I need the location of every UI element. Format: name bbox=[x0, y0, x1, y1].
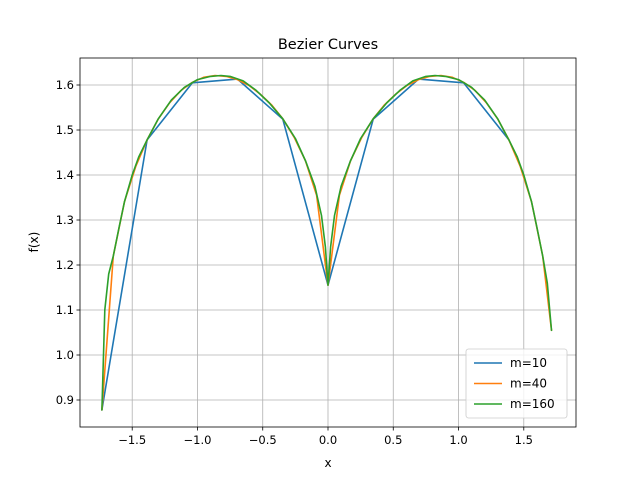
x-axis-label: x bbox=[324, 456, 331, 470]
grid bbox=[80, 58, 576, 427]
series-lines bbox=[101, 74, 553, 411]
x-tick-label: −0.5 bbox=[249, 433, 277, 447]
y-tick-label: 1.2 bbox=[56, 258, 74, 272]
y-tick-label: 1.1 bbox=[56, 303, 74, 317]
x-tick-label: 0.0 bbox=[319, 433, 337, 447]
legend-label: m=40 bbox=[510, 377, 547, 391]
x-tick-label: −1.5 bbox=[118, 433, 146, 447]
y-tick-label: 1.5 bbox=[56, 123, 74, 137]
x-tick-label: 1.5 bbox=[515, 433, 533, 447]
x-tick-label: 1.0 bbox=[449, 433, 467, 447]
legend: m=10 m=40 m=160 bbox=[465, 348, 568, 419]
legend-label: m=160 bbox=[510, 397, 555, 411]
legend-box bbox=[465, 348, 568, 419]
y-tick-label: 1.6 bbox=[56, 78, 74, 92]
x-tick-label: −1.0 bbox=[184, 433, 212, 447]
x-tick-label: 0.5 bbox=[384, 433, 402, 447]
x-axis-ticks: −1.5 −1.0 −0.5 0.0 0.5 1.0 1.5 bbox=[118, 427, 533, 447]
y-tick-label: 1.0 bbox=[56, 348, 74, 362]
y-axis-label: f(x) bbox=[27, 232, 41, 253]
series-line-1 bbox=[101, 78, 510, 411]
y-tick-label: 0.9 bbox=[56, 393, 74, 407]
series-line-3 bbox=[101, 74, 553, 411]
chart-title: Bezier Curves bbox=[278, 37, 378, 53]
y-axis-ticks: 0.9 1.0 1.1 1.2 1.3 1.4 1.5 1.6 bbox=[56, 78, 80, 407]
legend-label: m=10 bbox=[510, 356, 547, 370]
y-tick-label: 1.4 bbox=[56, 168, 74, 182]
y-tick-label: 1.3 bbox=[56, 213, 74, 227]
